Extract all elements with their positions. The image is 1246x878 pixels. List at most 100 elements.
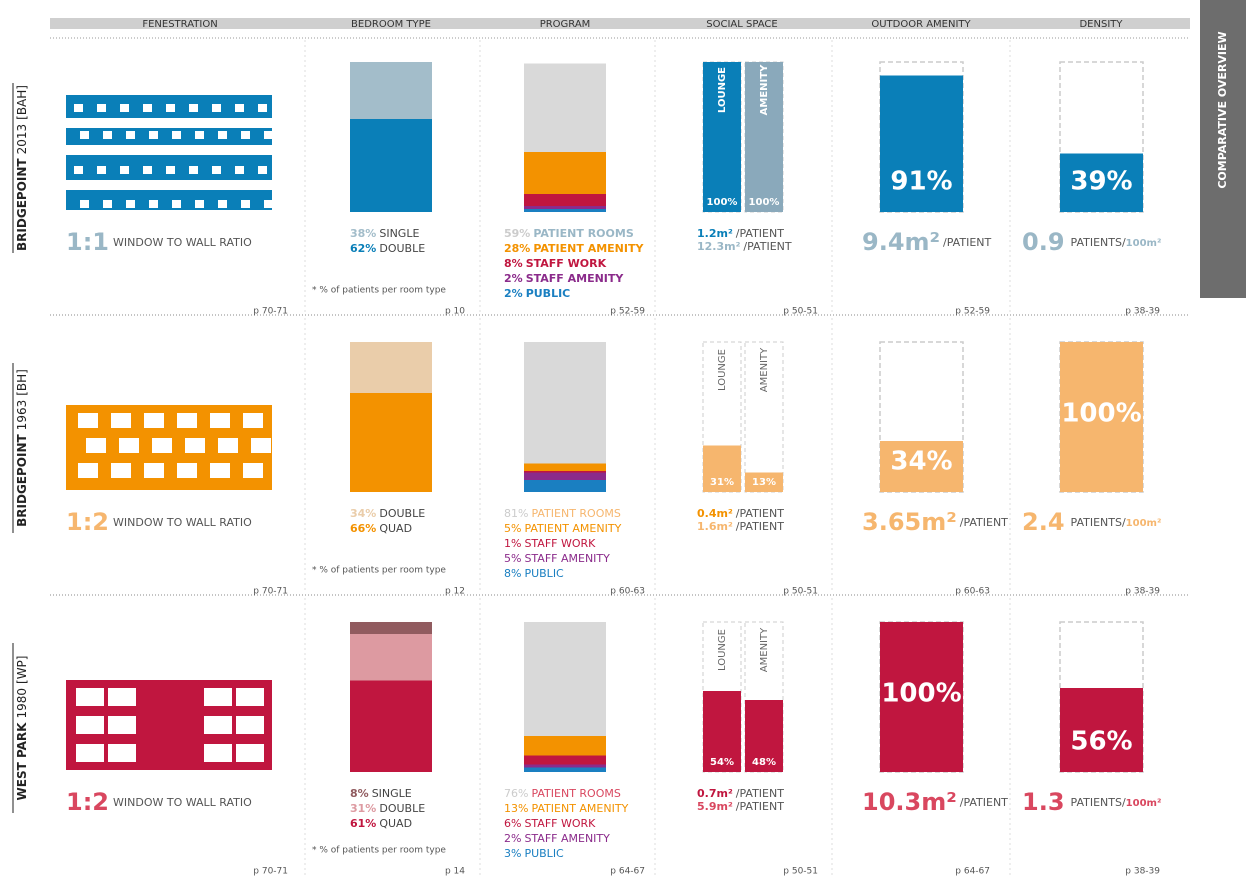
- window: [108, 744, 136, 762]
- program-percent: 59%: [504, 227, 530, 240]
- outdoor-area: 9.4m²/PATIENT: [862, 228, 991, 256]
- facade-gap: [258, 104, 267, 112]
- page-ref: p 70-71: [253, 307, 288, 317]
- window: [236, 716, 264, 734]
- program-name: PUBLIC: [524, 847, 564, 860]
- row-name: BRIDGEPOINT: [15, 158, 29, 251]
- program-segment: [524, 472, 606, 480]
- window: [76, 688, 104, 706]
- facade-gap: [143, 166, 152, 174]
- window: [218, 438, 238, 453]
- facade-gap: [80, 200, 89, 208]
- window: [78, 463, 98, 478]
- social-bar: [703, 691, 741, 772]
- area-value: 1.2m²: [697, 227, 733, 240]
- window: [185, 438, 205, 453]
- window: [78, 413, 98, 428]
- social-label: LOUNGE: [717, 67, 728, 113]
- column-header: SOCIAL SPACE: [706, 19, 777, 30]
- window: [111, 463, 131, 478]
- bedroom-type: QUAD: [379, 817, 412, 830]
- program-name: PATIENT AMENITY: [533, 242, 644, 255]
- sidebar-title: COMPARATIVE OVERVIEW: [1216, 31, 1229, 188]
- page-ref: p 50-51: [783, 867, 818, 877]
- area-unit: /PATIENT: [736, 520, 784, 533]
- bedroom-label: 66% QUAD: [350, 522, 412, 535]
- facade-gap: [66, 118, 272, 128]
- bedroom-type: SINGLE: [379, 227, 419, 240]
- facade-gap: [126, 200, 135, 208]
- window: [76, 716, 104, 734]
- program-name: STAFF AMENITY: [524, 832, 610, 845]
- row-name: BRIDGEPOINT: [15, 434, 29, 527]
- density-number: 2.4: [1022, 508, 1065, 536]
- program-label: 2% STAFF AMENITY: [504, 272, 624, 285]
- window: [251, 438, 271, 453]
- program-percent: 76%: [504, 787, 528, 800]
- facade-gap: [74, 104, 83, 112]
- row-label: WEST PARK 1980 [WP]: [15, 656, 29, 801]
- page-ref: p 10: [445, 307, 465, 317]
- density-number: 0.9: [1022, 228, 1065, 256]
- bedroom-type: DOUBLE: [379, 802, 425, 815]
- facade-gap: [218, 200, 227, 208]
- social-bar: [703, 445, 741, 492]
- program-segment: [524, 622, 606, 736]
- density-bar: [1060, 153, 1143, 212]
- sidebar: [1200, 0, 1246, 298]
- social-value: 48%: [752, 757, 776, 768]
- window: [152, 438, 172, 453]
- bedroom-type: DOUBLE: [379, 507, 425, 520]
- facade-gap: [189, 166, 198, 174]
- facade-gap: [241, 200, 250, 208]
- window: [204, 744, 232, 762]
- program-percent: 3%: [504, 847, 521, 860]
- facade-gap: [143, 104, 152, 112]
- facade-gap: [80, 131, 89, 139]
- social-value: 13%: [752, 477, 776, 488]
- window: [204, 688, 232, 706]
- density-text: 0.9 PATIENTS/100m²: [1022, 228, 1161, 256]
- facade-gap: [264, 200, 273, 208]
- page-ref: p 38-39: [1125, 867, 1160, 877]
- program-segment: [524, 755, 606, 765]
- social-area: 12.3m²/PATIENT: [697, 240, 792, 253]
- program-name: STAFF WORK: [524, 817, 596, 830]
- social-label: AMENITY: [759, 64, 770, 115]
- social-bar: [745, 472, 783, 492]
- bedroom-segment: [350, 393, 432, 492]
- page-ref: p 60-63: [955, 587, 990, 597]
- program-percent: 5%: [504, 522, 521, 535]
- program-name: STAFF WORK: [524, 537, 596, 550]
- program-segment: [524, 480, 606, 492]
- outdoor-area-value: 10.3m²: [862, 788, 957, 816]
- bedroom-segment: [350, 622, 432, 634]
- facade-gap: [103, 200, 112, 208]
- social-area: 0.4m²/PATIENT: [697, 507, 784, 520]
- outdoor-value: 34%: [890, 447, 952, 477]
- row-year: 1963: [15, 400, 29, 431]
- window: [210, 463, 230, 478]
- program-percent: 2%: [504, 272, 523, 285]
- program-name: PATIENT ROOMS: [531, 507, 620, 520]
- column-header: DENSITY: [1079, 19, 1123, 30]
- social-area: 1.6m²/PATIENT: [697, 520, 784, 533]
- page-ref: p 70-71: [253, 587, 288, 597]
- program-percent: 2%: [504, 832, 521, 845]
- program-percent: 6%: [504, 817, 521, 830]
- window: [204, 716, 232, 734]
- row-year: 2013: [15, 124, 29, 155]
- program-name: PATIENT AMENITY: [531, 802, 628, 815]
- ratio-label: WINDOW TO WALL RATIO: [113, 236, 252, 249]
- outdoor-unit: /PATIENT: [960, 796, 1008, 809]
- density-bar: [1060, 342, 1143, 492]
- page-ref: p 64-67: [610, 867, 645, 877]
- program-percent: 1%: [504, 537, 521, 550]
- ratio-label: WINDOW TO WALL RATIO: [113, 796, 252, 809]
- facade-gap: [66, 180, 272, 190]
- window: [236, 688, 264, 706]
- facade-gap: [212, 104, 221, 112]
- area-unit: /PATIENT: [736, 787, 784, 800]
- ratio-value: 1:2: [66, 508, 109, 536]
- window: [243, 463, 263, 478]
